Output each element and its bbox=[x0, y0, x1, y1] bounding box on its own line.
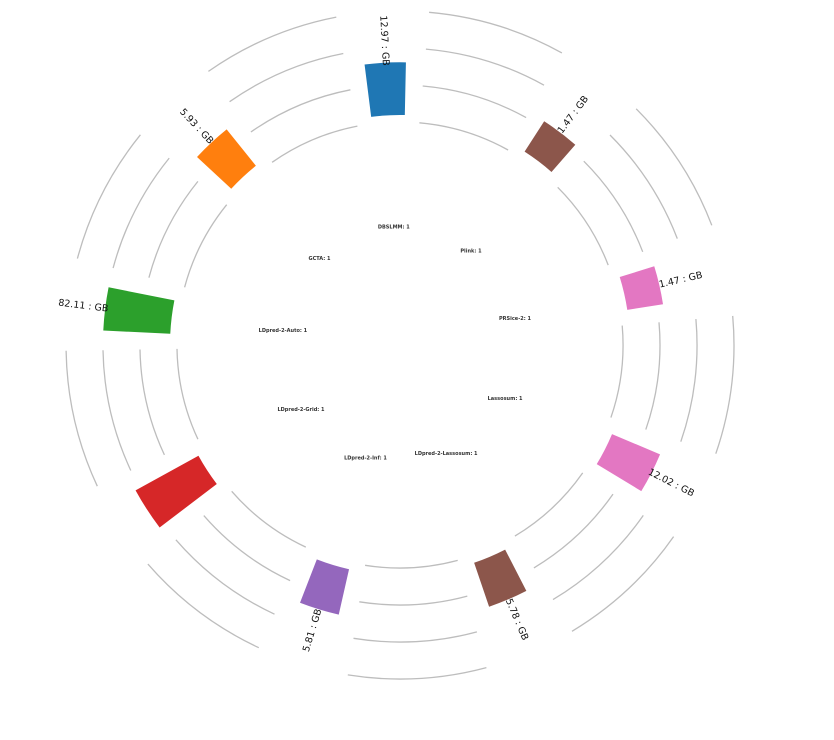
gridlines bbox=[65, 11, 735, 680]
grid-arc-7-3 bbox=[208, 16, 337, 72]
grid-arc-6-1 bbox=[148, 180, 199, 278]
bar-ldpred-2-lassosum bbox=[474, 549, 527, 607]
grid-arc-7-1 bbox=[250, 89, 351, 133]
value-label-gcta: 5.93 : GB bbox=[177, 107, 215, 147]
bar-ldpred-2-auto bbox=[103, 287, 175, 334]
category-label-ldpred-2-inf: LDpred-2-Inf: 1 bbox=[344, 455, 387, 461]
category-label-plink: Plink: 1 bbox=[460, 248, 482, 254]
category-label-ldpred-2-grid: LDpred-2-Grid: 1 bbox=[277, 407, 325, 413]
grid-arc-6-2 bbox=[112, 157, 170, 269]
grid-arc-3-0 bbox=[364, 559, 458, 569]
grid-arc-3-1 bbox=[359, 595, 468, 606]
grid-arc-5-1 bbox=[139, 349, 165, 456]
value-label-lassosum: 12.02 : GB bbox=[646, 467, 696, 500]
category-label-dbslmm: DBSLMM: 1 bbox=[378, 225, 410, 231]
category-label-ldpred-2-lassosum: LDpred-2-Lassosum: 1 bbox=[415, 451, 478, 457]
bar-prsice-2 bbox=[619, 266, 664, 310]
grid-arc-1-1 bbox=[645, 322, 661, 430]
grid-arc-7-0 bbox=[271, 125, 358, 163]
bar-plink bbox=[524, 121, 576, 172]
grid-arc-8-1 bbox=[422, 85, 527, 119]
grid-arc-8-3 bbox=[429, 11, 563, 54]
bars bbox=[103, 62, 664, 615]
grid-arc-7-2 bbox=[229, 52, 344, 103]
value-label-prsice-2: 1.47 : GB bbox=[658, 270, 704, 291]
value-label-ldpred-2-auto: 82.11 : GB bbox=[58, 298, 109, 315]
grid-arc-3-3 bbox=[347, 666, 487, 680]
category-label-lassosum: Lassosum: 1 bbox=[488, 396, 523, 402]
grid-arc-5-2 bbox=[102, 350, 132, 471]
grid-arc-2-1 bbox=[533, 493, 614, 569]
grid-arc-4-0 bbox=[231, 490, 307, 548]
grid-arc-6-0 bbox=[183, 204, 228, 288]
grid-arc-6-3 bbox=[76, 134, 141, 259]
grid-arc-0-3 bbox=[635, 108, 713, 226]
grid-arc-8-0 bbox=[419, 122, 509, 151]
grid-arc-3-2 bbox=[353, 631, 478, 643]
grid-arc-1-3 bbox=[715, 315, 735, 454]
category-label-prsice-2: PRSice-2: 1 bbox=[499, 316, 531, 322]
grid-arc-4-2 bbox=[175, 539, 275, 615]
category-labels: Plink: 1 PRSice-2: 1 Lassosum: 1 LDpred-2-L… bbox=[259, 225, 532, 462]
grid-arc-4-3 bbox=[147, 563, 260, 649]
value-label-dbslmm: 12.97 : GB bbox=[377, 15, 391, 66]
grid-arc-0-2 bbox=[609, 134, 678, 239]
grid-arc-5-3 bbox=[65, 350, 98, 487]
value-label-plink: 1.47 : GB bbox=[556, 94, 591, 136]
category-label-gcta: GCTA: 1 bbox=[309, 256, 331, 262]
grid-arc-0-0 bbox=[557, 186, 609, 266]
grid-arc-0-1 bbox=[583, 160, 644, 253]
bar-dbslmm bbox=[364, 62, 406, 117]
value-label-ldpred-2-lassosum: 5.78 : GB bbox=[503, 597, 530, 642]
grid-arc-2-2 bbox=[552, 515, 644, 601]
bar-ldpred-2-inf bbox=[300, 559, 350, 615]
category-label-ldpred-2-auto: LDpred-2-Auto: 1 bbox=[259, 328, 308, 334]
grid-arc-8-2 bbox=[425, 48, 545, 86]
grid-arc-2-0 bbox=[514, 472, 584, 537]
grid-arc-5-0 bbox=[176, 348, 199, 440]
bar-ldpred-2-grid bbox=[135, 455, 217, 528]
grid-arc-2-3 bbox=[571, 536, 675, 632]
grid-arc-1-0 bbox=[610, 325, 624, 418]
value-label-ldpred-2-inf: 5.81 : GB bbox=[301, 608, 324, 654]
bar-lassosum bbox=[596, 434, 661, 492]
grid-arc-1-2 bbox=[680, 319, 698, 442]
grid-arc-4-1 bbox=[203, 515, 291, 582]
bar-gcta bbox=[197, 129, 256, 189]
